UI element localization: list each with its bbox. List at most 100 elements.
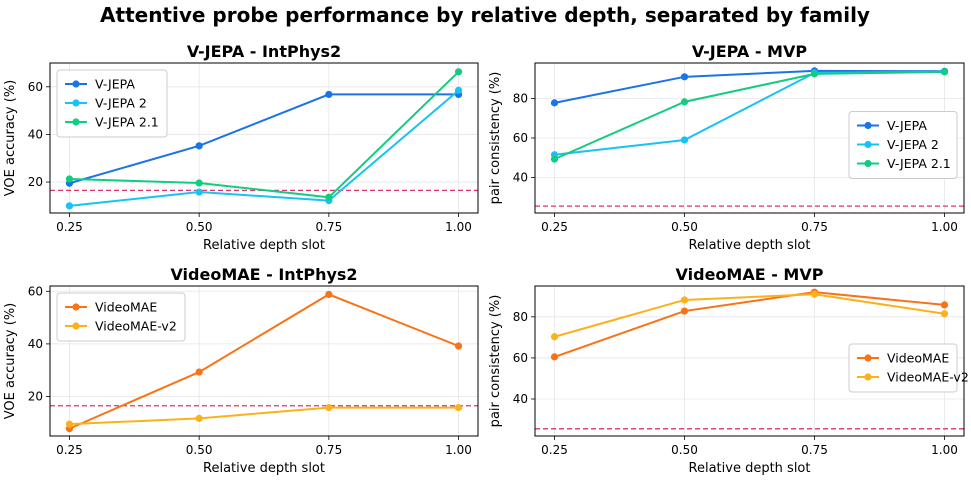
legend-box [56, 69, 168, 138]
x-tick-label: 0.50 [186, 443, 213, 457]
data-point-VideoMAE [940, 301, 949, 309]
legend-swatch-marker [864, 121, 872, 130]
legend-swatch-marker [864, 373, 872, 381]
x-tick-label: 1.00 [445, 443, 472, 457]
data-point-V-JEPA 2 [65, 202, 74, 210]
x-axis-label: Relative depth slot [689, 238, 811, 253]
y-tick-label: 80 [513, 92, 528, 106]
series-line-V-JEPA 2.1 [69, 71, 460, 199]
y-tick-label: 20 [28, 390, 43, 404]
data-point-V-JEPA 2.1 [810, 70, 819, 78]
x-axis-label: Relative depth slot [689, 461, 811, 476]
legend-label: V-JEPA 2.1 [887, 156, 951, 171]
legend-label: V-JEPA [887, 118, 927, 133]
data-point-VideoMAE [325, 290, 333, 299]
figure-title: Attentive probe performance by relative … [100, 3, 870, 27]
data-point-VideoMAE-v2 [680, 296, 689, 304]
legend: VideoMAE VideoMAE-v2 [56, 292, 186, 342]
data-point-VideoMAE-v2 [940, 310, 949, 318]
data-point-VideoMAE [454, 342, 463, 350]
legend-label: V-JEPA 2.1 [95, 115, 159, 130]
legend-swatch-marker [72, 99, 80, 107]
legend-label: V-JEPA 2 [95, 96, 147, 111]
panel-title: VideoMAE - IntPhys2 [170, 265, 357, 284]
chart-panel-2: 0.25 0.50 0.75 1.00 40 60 80 V-JEPA - MVP Relati… [488, 42, 965, 253]
legend: VideoMAE VideoMAE-v2 [848, 343, 969, 393]
data-point-V-JEPA 2 [680, 136, 689, 144]
x-axis-label: Relative depth slot [203, 461, 325, 476]
data-point-VideoMAE [195, 368, 203, 376]
data-point-VideoMAE-v2 [550, 333, 559, 341]
legend-swatch-marker [864, 159, 872, 168]
legend-box [56, 292, 186, 342]
x-tick-label: 0.75 [801, 443, 828, 457]
data-point-VideoMAE [680, 307, 689, 315]
y-tick-label: 60 [513, 131, 528, 145]
y-axis-label: VOE accuracy (%) [3, 303, 18, 420]
axes-frame [49, 285, 479, 437]
data-point-V-JEPA 2 [454, 86, 463, 94]
legend: V-JEPA V-JEPA 2 V-JEPA 2.1 [56, 69, 168, 138]
data-point-VideoMAE-v2 [454, 403, 463, 412]
series-line-V-JEPA 2 [69, 89, 460, 207]
data-point-V-JEPA 2.1 [454, 68, 463, 76]
y-tick-label: 40 [28, 127, 43, 141]
data-point-VideoMAE-v2 [325, 403, 333, 412]
x-tick-label: 0.25 [56, 443, 83, 457]
legend-swatch-marker [72, 80, 80, 88]
series-line-V-JEPA [69, 93, 459, 185]
legend-label: VideoMAE-v2 [887, 370, 969, 385]
legend-label: V-JEPA [95, 77, 135, 92]
y-tick-label: 40 [513, 392, 528, 406]
data-point-VideoMAE-v2 [195, 414, 203, 422]
y-tick-label: 80 [513, 310, 528, 324]
data-point-V-JEPA [550, 99, 559, 107]
series-line-VideoMAE-v2 [554, 293, 945, 338]
data-point-VideoMAE-v2 [810, 290, 819, 298]
x-tick-label: 0.25 [541, 220, 568, 234]
x-tick-label: 0.75 [315, 220, 342, 234]
legend-swatch-marker [72, 303, 80, 311]
legend-label: VideoMAE [887, 351, 949, 366]
y-tick-label: 40 [28, 337, 43, 351]
y-axis-label: pair consistency (%) [488, 295, 503, 428]
data-point-V-JEPA 2 [195, 188, 203, 196]
x-tick-label: 0.75 [801, 220, 828, 234]
y-tick-label: 40 [513, 170, 528, 184]
series-line-VideoMAE-v2 [69, 406, 459, 426]
data-point-V-JEPA 2.1 [680, 98, 689, 106]
chart-panel-1: 0.25 0.50 0.75 1.00 20 40 60 V-JEPA - IntPhys2 R… [3, 42, 479, 253]
x-tick-label: 0.50 [671, 443, 698, 457]
panel-title: VideoMAE - MVP [676, 265, 824, 284]
series-line-V-JEPA [554, 69, 945, 104]
series-line-V-JEPA 2.1 [554, 70, 945, 161]
y-tick-label: 60 [28, 284, 43, 298]
data-point-V-JEPA 2.1 [65, 175, 74, 183]
series-line-VideoMAE [69, 293, 459, 430]
panels: 0.25 0.50 0.75 1.00 20 40 60 V-JEPA - IntPhys2 R… [3, 42, 969, 476]
series-line-VideoMAE [554, 291, 945, 358]
legend-label: VideoMAE-v2 [95, 319, 177, 334]
legend-box [848, 343, 958, 393]
axes-frame [534, 285, 965, 437]
y-axis-label: pair consistency (%) [488, 72, 503, 205]
y-tick-label: 60 [513, 351, 528, 365]
legend-label: V-JEPA 2 [887, 137, 939, 152]
legend-swatch-marker [72, 322, 80, 330]
data-point-V-JEPA 2.1 [940, 68, 949, 76]
y-tick-label: 60 [28, 80, 43, 94]
x-tick-label: 0.50 [671, 220, 698, 234]
data-point-V-JEPA 2.1 [195, 179, 203, 187]
y-axis-label: VOE accuracy (%) [3, 80, 18, 197]
y-tick-label: 20 [28, 175, 43, 189]
panel-title: V-JEPA - MVP [692, 42, 807, 61]
data-point-V-JEPA 2.1 [550, 155, 559, 163]
panel-title: V-JEPA - IntPhys2 [187, 42, 341, 61]
x-axis-label: Relative depth slot [203, 238, 325, 253]
data-point-V-JEPA 2.1 [325, 193, 333, 201]
legend-swatch-marker [864, 140, 872, 149]
axes-frame [49, 62, 479, 214]
legend-swatch-marker [864, 354, 872, 362]
data-point-V-JEPA [325, 90, 333, 99]
